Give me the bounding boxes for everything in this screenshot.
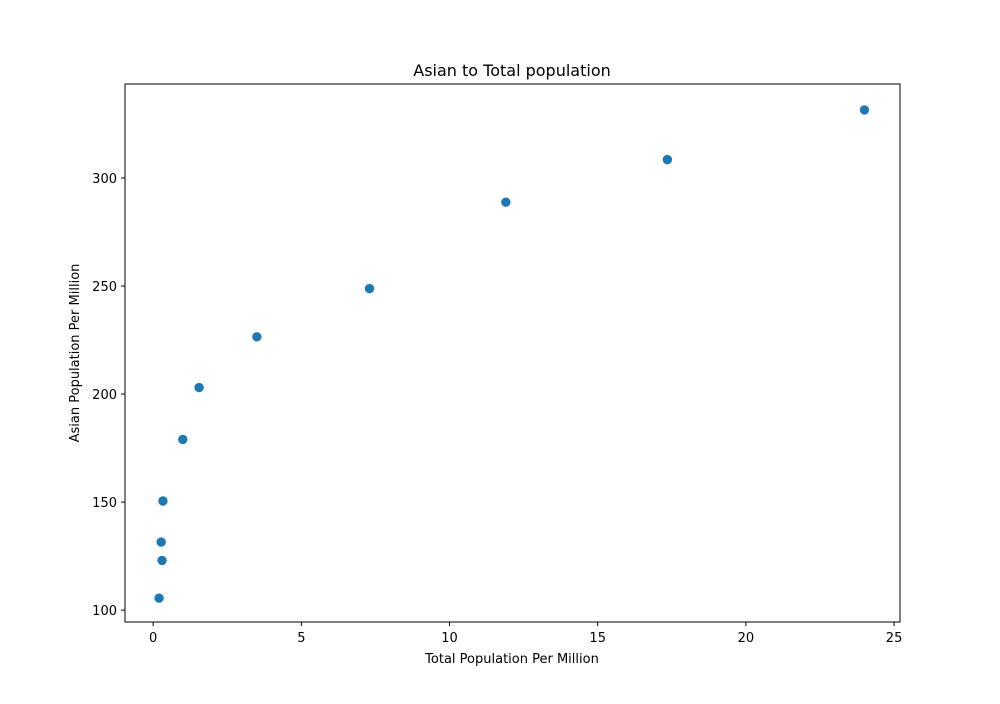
data-point [194,382,204,393]
y-axis-label: Asian Population Per Million [68,264,83,443]
data-point [252,332,262,342]
x-axis-ticks: 0 5 10 15 20 25 [149,622,902,646]
data-point [158,496,168,506]
x-tick-label: 0 [149,631,157,646]
data-point [157,555,167,566]
data-point [178,434,188,445]
y-axis-ticks: 100 150 200 250 300 [92,172,125,619]
data-point [364,283,375,294]
x-axis-label: Total Population Per Million [424,652,599,667]
x-tick-label: 15 [589,631,606,646]
y-tick-label: 200 [92,388,117,403]
y-tick-label: 300 [92,172,117,187]
y-tick-label: 150 [92,496,117,511]
x-tick-label: 5 [297,631,305,646]
y-tick-label: 100 [92,604,117,619]
plot-frame [124,83,901,623]
data-point [501,197,511,207]
x-tick-label: 10 [441,631,458,646]
y-tick-label: 250 [92,280,117,295]
data-point [154,593,164,603]
x-tick-label: 20 [738,631,755,646]
data-point [156,537,166,547]
plot-area [125,84,900,622]
chart-title: Asian to Total population [413,61,611,80]
data-point [662,154,673,165]
points-layer [154,105,870,603]
data-point [859,105,870,115]
x-tick-label: 25 [886,631,903,646]
